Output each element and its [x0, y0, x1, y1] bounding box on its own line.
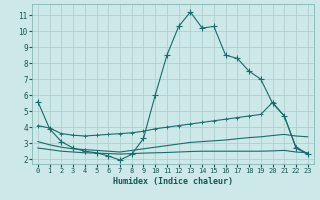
X-axis label: Humidex (Indice chaleur): Humidex (Indice chaleur) — [113, 177, 233, 186]
